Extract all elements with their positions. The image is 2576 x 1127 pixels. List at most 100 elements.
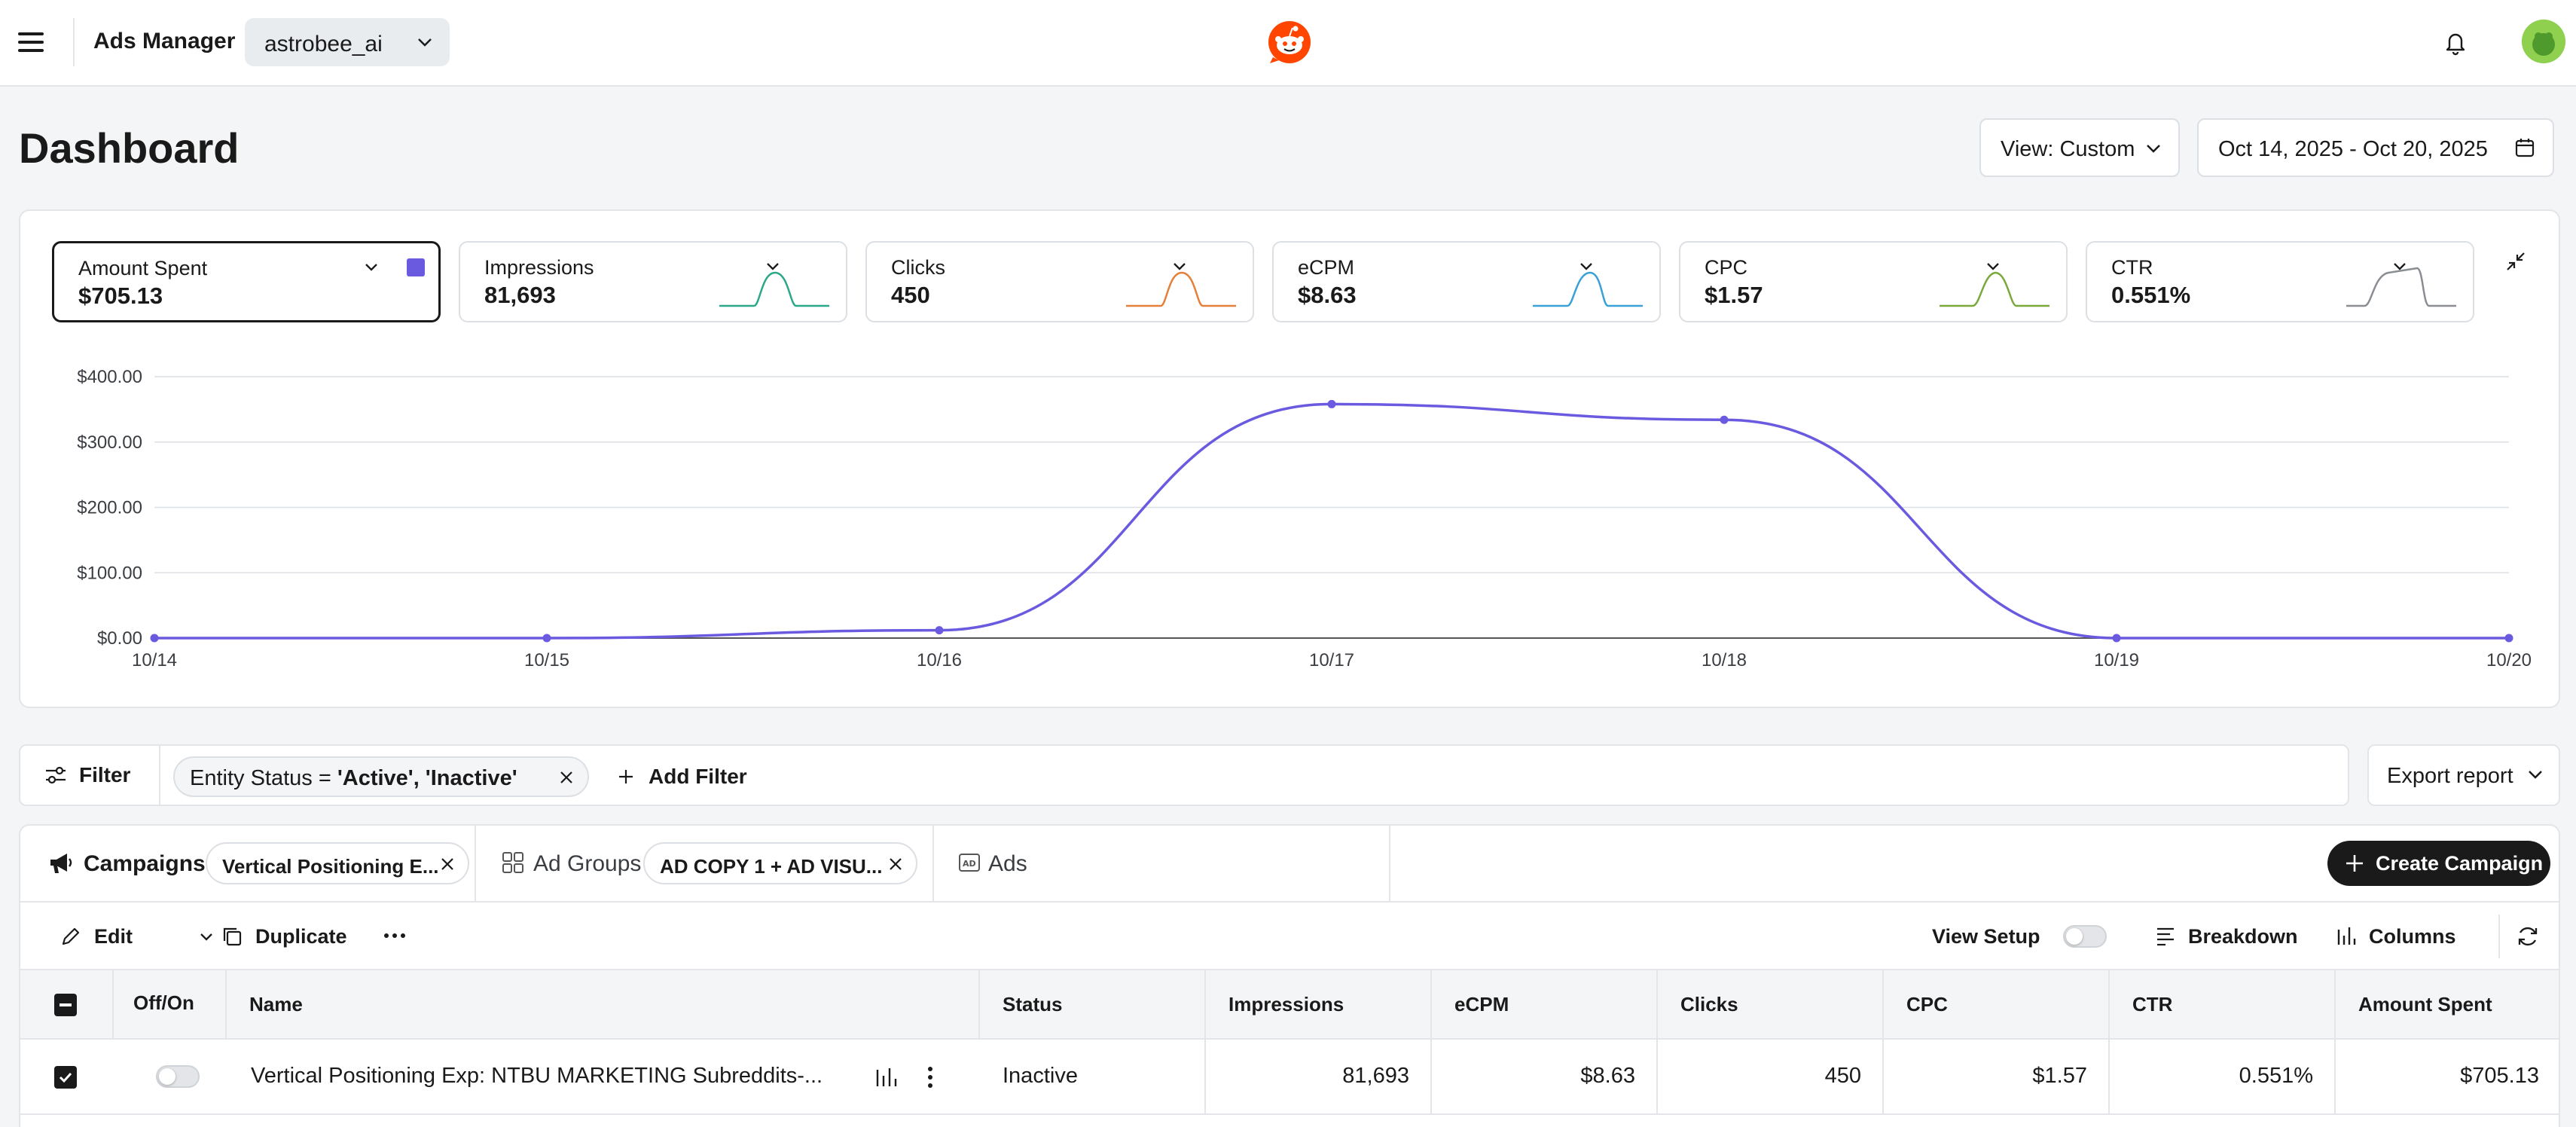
account-selector[interactable]: astrobee_ai [245,18,450,66]
metric-card-ecpm[interactable]: eCPM $8.63 [1272,241,1661,322]
ecpm-cell: $8.63 [1432,1040,1658,1115]
reddit-logo-icon[interactable] [1267,20,1312,65]
data-point [2504,634,2513,643]
breakdown-icon [2157,927,2174,946]
column-header-label: CPC [1906,993,1948,1016]
close-icon[interactable] [439,856,456,872]
data-point [1720,415,1729,424]
metric-card-impressions[interactable]: Impressions 81,693 [459,241,847,322]
chevron-down-icon[interactable] [2391,259,2408,274]
filter-bar: Filter Entity Status = 'Active', 'Inacti… [19,744,2349,806]
column-header-name[interactable]: Name [227,970,980,1040]
view-setup-label: View Setup [1932,925,2040,948]
refresh-icon[interactable] [2515,924,2541,949]
view-setup-control: View Setup [1932,924,2113,949]
filter-chip-entity-status[interactable]: Entity Status = 'Active', 'Inactive' [173,756,589,797]
metric-card-amount-spent[interactable]: Amount Spent $705.13 [52,241,441,322]
chevron-down-icon[interactable] [363,260,380,275]
sparkline [2346,267,2456,307]
collapse-icon[interactable] [2504,250,2527,273]
metric-card-ctr[interactable]: CTR 0.551% [2086,241,2474,322]
duplicate-button[interactable]: Duplicate [221,924,364,949]
metric-value: $705.13 [78,283,163,309]
selected-adgroup-chip[interactable]: AD COPY 1 + AD VISU... [643,842,917,884]
chevron-down-icon [2529,771,2542,779]
chart-panel: Amount Spent $705.13 Impressions 81,693 … [19,209,2560,708]
account-name: astrobee_ai [264,32,383,57]
bell-icon[interactable] [2440,27,2471,57]
column-header-ctr[interactable]: CTR [2110,970,2336,1040]
data-point [2112,634,2121,643]
breakdown-button[interactable]: Breakdown [2155,924,2298,949]
column-header-ecpm[interactable]: eCPM [1432,970,1658,1040]
select-all-checkbox[interactable] [54,994,77,1016]
column-header-impressions[interactable]: Impressions [1206,970,1432,1040]
table-toolbar: Edit Duplicate View Setup Breakdown [20,903,2559,970]
campaign-on-off-toggle[interactable] [156,1065,200,1088]
table-header: Off/On Name Status Impressions eCPM Clic… [20,970,2559,1040]
amount-spent-value: $705.13 [2460,1064,2539,1088]
line-chart: $0.00 $100.00 $200.00 $300.00 $400.00 10/14 10… [77,367,2532,670]
columns-button[interactable]: Columns [2336,924,2464,949]
row-checkbox[interactable] [54,1066,77,1089]
x-tick-label: 10/16 [917,650,962,670]
clicks-value: 450 [1824,1064,1861,1088]
breakdown-label: Breakdown [2188,925,2298,948]
metric-card-clicks[interactable]: Clicks 450 [865,241,1254,322]
more-vertical-icon[interactable] [926,1065,935,1089]
duplicate-label: Duplicate [255,925,347,948]
cpc-cell: $1.57 [1884,1040,2110,1115]
view-selector[interactable]: View: Custom [1979,118,2180,177]
column-header-status[interactable]: Status [980,970,1206,1040]
chevron-down-icon[interactable] [1985,259,2001,274]
table-row[interactable]: Vertical Positioning Exp: NTBU MARKETING… [20,1040,2559,1115]
campaign-name-link[interactable]: Vertical Positioning Exp: NTBU MARKETING… [251,1064,823,1088]
impressions-cell: 81,693 [1206,1040,1432,1115]
tab-ads[interactable]: AD Ads [934,826,1390,901]
edit-button[interactable]: Edit [60,924,212,949]
metric-value: 450 [891,282,930,308]
indeterminate-mark [60,1003,72,1006]
metric-card-cpc[interactable]: CPC $1.57 [1679,241,2068,322]
column-header-label: Name [249,993,303,1016]
selected-campaign-chip[interactable]: Vertical Positioning E... [206,842,469,884]
edit-label: Edit [94,925,133,948]
columns-label: Columns [2369,925,2456,948]
column-header-amount-spent[interactable]: Amount Spent [2336,970,2559,1040]
avatar[interactable] [2522,20,2565,63]
chevron-down-icon[interactable] [765,259,781,274]
avatar-image-icon [2522,20,2565,63]
close-icon[interactable] [557,768,575,786]
chevron-down-icon[interactable] [1578,259,1595,274]
bar-chart-icon[interactable] [874,1065,899,1089]
data-point [150,634,159,643]
view-setup-toggle[interactable] [2063,925,2107,948]
cpc-value: $1.57 [2032,1064,2087,1088]
row-select-cell [20,1040,114,1115]
calendar-icon [2515,139,2535,157]
sparkline [1940,271,2050,307]
sparkline [719,271,829,307]
date-range-picker[interactable]: Oct 14, 2025 - Oct 20, 2025 [2197,118,2554,177]
chip-text: AD COPY 1 + AD VISU... [660,855,883,878]
export-report-button[interactable]: Export report [2367,744,2560,806]
column-header-clicks[interactable]: Clicks [1658,970,1884,1040]
tab-ad-groups[interactable]: Ad Groups AD COPY 1 + AD VISU... [476,826,934,901]
create-campaign-button[interactable]: Create Campaign [2327,841,2550,886]
filter-button[interactable]: Filter [20,746,160,805]
series-color-swatch[interactable] [407,258,425,276]
svg-text:AD: AD [963,859,976,869]
chevron-down-icon[interactable] [198,930,215,945]
select-all-cell [20,970,114,1040]
column-header-cpc[interactable]: CPC [1884,970,2110,1040]
ecpm-value: $8.63 [1580,1064,1635,1088]
chevron-down-icon[interactable] [1171,259,1188,274]
x-tick-label: 10/17 [1309,650,1354,670]
menu-icon[interactable] [18,29,44,54]
tab-campaigns[interactable]: Campaigns Vertical Positioning E... [20,826,476,901]
close-icon[interactable] [887,856,904,872]
metric-label: Clicks [891,256,945,279]
column-header-off-on[interactable]: Off/On [114,970,227,1040]
chevron-down-icon [2147,145,2160,153]
more-horizontal-icon[interactable] [383,931,406,940]
